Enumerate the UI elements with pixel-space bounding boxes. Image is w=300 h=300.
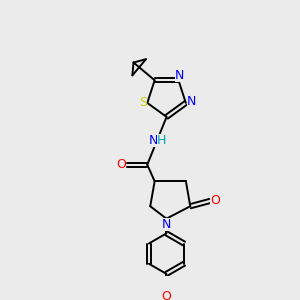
- Text: N: N: [187, 94, 196, 108]
- Text: O: O: [116, 158, 126, 171]
- Text: O: O: [210, 194, 220, 208]
- Text: O: O: [161, 290, 171, 300]
- Text: H: H: [157, 134, 166, 147]
- Text: N: N: [148, 134, 158, 147]
- Text: N: N: [162, 218, 171, 231]
- Text: S: S: [139, 96, 147, 110]
- Text: N: N: [175, 69, 184, 82]
